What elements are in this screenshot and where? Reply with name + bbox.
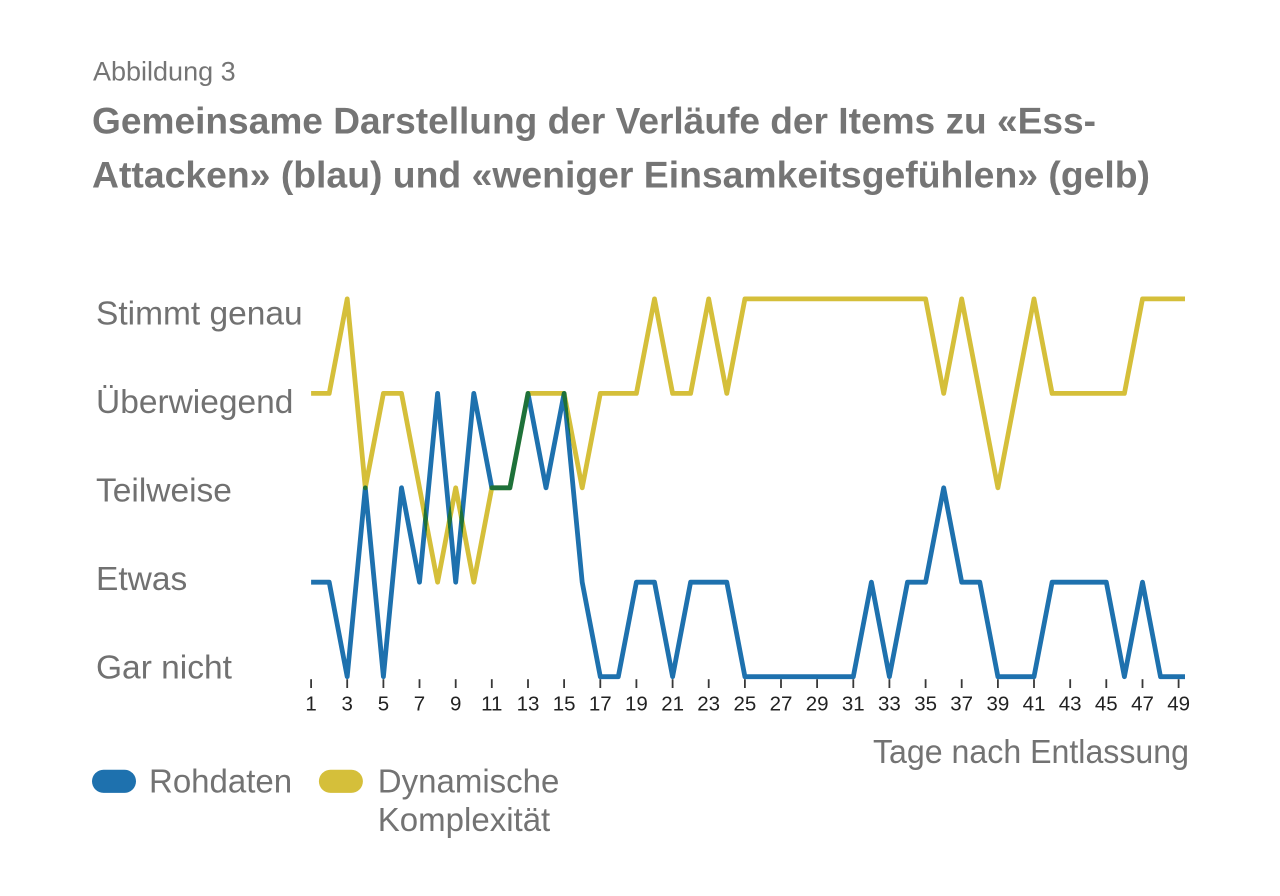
svg-text:Gemeinsame Darstellung der Ver: Gemeinsame Darstellung der Verläufe der …	[92, 100, 1096, 141]
svg-text:Abbildung 3: Abbildung 3	[93, 57, 236, 87]
svg-text:5: 5	[378, 693, 389, 716]
svg-text:Stimmt genau: Stimmt genau	[96, 296, 303, 333]
svg-text:41: 41	[1023, 693, 1046, 716]
svg-text:Gar nicht: Gar nicht	[96, 650, 233, 687]
svg-text:9: 9	[450, 693, 461, 716]
svg-text:19: 19	[625, 693, 648, 716]
svg-text:Teilweise: Teilweise	[96, 473, 232, 510]
svg-text:35: 35	[914, 693, 937, 716]
svg-text:Rohdaten: Rohdaten	[149, 763, 292, 800]
svg-text:17: 17	[589, 693, 612, 716]
svg-text:Etwas: Etwas	[96, 561, 187, 598]
svg-text:31: 31	[842, 693, 865, 716]
svg-text:Überwiegend: Überwiegend	[96, 384, 293, 421]
svg-text:43: 43	[1059, 693, 1082, 716]
svg-text:45: 45	[1095, 693, 1118, 716]
svg-text:11: 11	[481, 693, 502, 716]
svg-text:Dynamische: Dynamische	[378, 763, 560, 800]
svg-text:33: 33	[878, 693, 901, 716]
svg-text:7: 7	[414, 693, 425, 716]
svg-text:39: 39	[986, 693, 1009, 716]
svg-text:29: 29	[806, 693, 829, 716]
svg-text:13: 13	[517, 693, 540, 716]
svg-text:21: 21	[661, 693, 684, 716]
svg-text:3: 3	[341, 693, 352, 716]
svg-text:Komplexität: Komplexität	[378, 801, 550, 838]
svg-text:Tage nach Entlassung: Tage nach Entlassung	[873, 733, 1189, 770]
svg-text:47: 47	[1131, 693, 1154, 716]
svg-text:Attacken» (blau) und «weniger: Attacken» (blau) und «weniger Einsamkeit…	[92, 154, 1150, 195]
svg-text:25: 25	[733, 693, 756, 716]
svg-text:27: 27	[770, 693, 793, 716]
svg-text:1: 1	[305, 693, 316, 716]
svg-text:37: 37	[950, 693, 973, 716]
svg-text:15: 15	[553, 693, 576, 716]
svg-text:23: 23	[697, 693, 720, 716]
svg-text:49: 49	[1167, 693, 1190, 716]
